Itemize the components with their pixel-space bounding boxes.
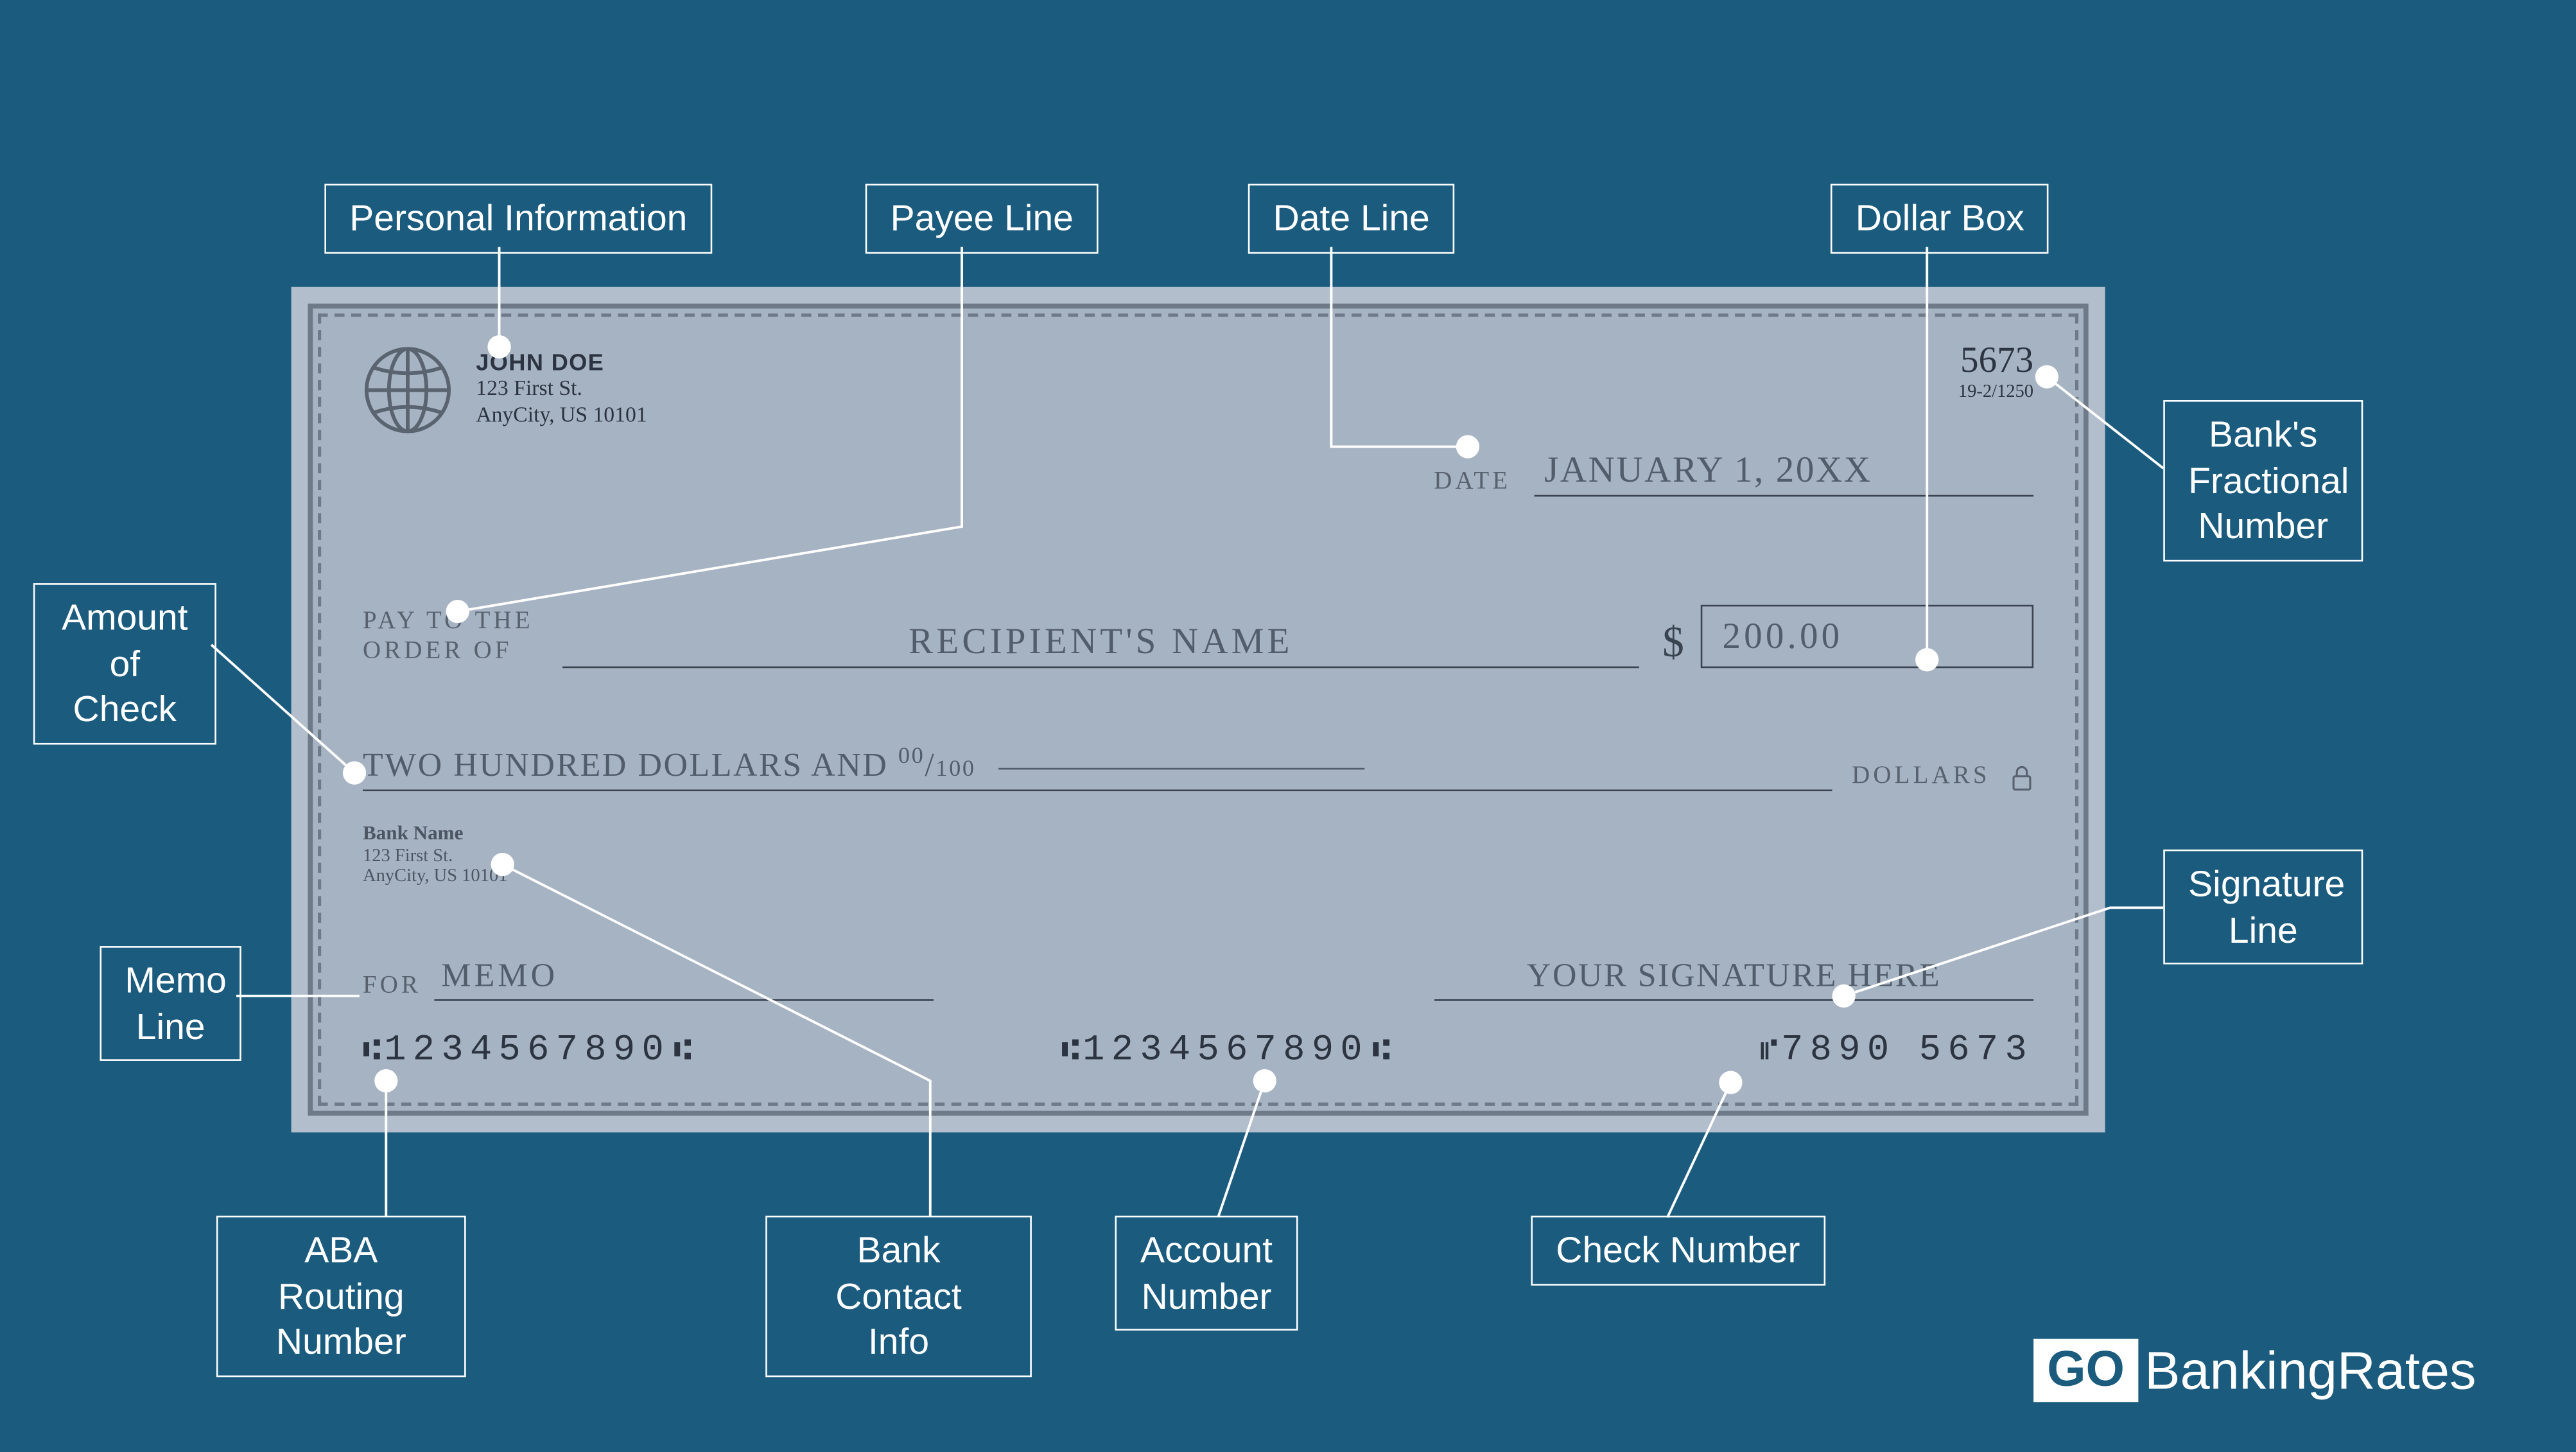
micr-routing: 1234567890 [363, 1029, 692, 1071]
check-number-value: 5673 [1958, 338, 2033, 381]
memo-label: FOR [363, 972, 421, 1001]
label-date-line: Date Line [1248, 184, 1455, 253]
check-number-block: 5673 19-2/1250 [1958, 338, 2033, 401]
payto-label-line1: PAY TO THE [363, 607, 534, 633]
globe-icon [363, 345, 453, 435]
payto-label-line2: ORDER OF [363, 638, 512, 665]
payto-row: PAY TO THE ORDER OF RECIPIENT'S NAME $ 2… [363, 604, 2033, 667]
micr-account: 1234567890 [1061, 1029, 1390, 1071]
micr-routing-value: 123456789 [384, 1029, 641, 1071]
micr-checknum: 7890 5673 [1760, 1029, 2033, 1071]
bank-street: 123 First St. [363, 846, 507, 866]
label-personal-info: Personal Information [324, 184, 712, 253]
amount-words-text: TWO HUNDRED DOLLARS AND [363, 747, 888, 783]
account-holder-name: JOHN DOE [476, 348, 647, 374]
account-holder-citystate: AnyCity, US 10101 [476, 401, 647, 428]
payee-name: RECIPIENT'S NAME [562, 620, 1639, 668]
date-value: JANUARY 1, 20XX [1535, 448, 2034, 496]
label-memo-line: MemoLine [100, 946, 241, 1061]
brand-logo: GOBankingRates [2033, 1338, 2476, 1401]
personal-info-block: JOHN DOE 123 First St. AnyCity, US 10101 [476, 348, 647, 428]
signature-value: YOUR SIGNATURE HERE [1434, 958, 2033, 1001]
fractional-number-value: 19-2/1250 [1958, 381, 2033, 401]
logo-rest: BankingRates [2145, 1340, 2476, 1401]
payto-label: PAY TO THE ORDER OF [363, 606, 562, 668]
memo-value: MEMO [435, 958, 934, 1001]
amount-words: TWO HUNDRED DOLLARS AND 00/100 [363, 744, 1832, 791]
bank-name: Bank Name [363, 821, 507, 846]
dollars-label: DOLLARS [1852, 762, 1990, 791]
check-outer: JOHN DOE 123 First St. AnyCity, US 10101… [292, 286, 2105, 1132]
check-inner: JOHN DOE 123 First St. AnyCity, US 10101… [333, 328, 2063, 1090]
date-row: DATE JANUARY 1, 20XX [1434, 448, 2033, 496]
micr-checknum-b: 5673 [1919, 1029, 2033, 1071]
account-holder-street: 123 First St. [476, 375, 647, 401]
check-border: JOHN DOE 123 First St. AnyCity, US 10101… [308, 303, 2088, 1115]
label-signature-line: SignatureLine [2163, 849, 2363, 964]
bank-citystate: AnyCity, US 10101 [363, 866, 507, 886]
label-dollar-box: Dollar Box [1831, 184, 2049, 253]
label-bank-fractional: Bank'sFractionalNumber [2163, 400, 2363, 561]
label-account-number: AccountNumber [1115, 1215, 1298, 1330]
stage: JOHN DOE 123 First St. AnyCity, US 10101… [0, 1, 2576, 1452]
amount-words-row: TWO HUNDRED DOLLARS AND 00/100 DOLLARS [363, 744, 2033, 791]
micr-checknum-a: 7890 [1781, 1029, 1895, 1071]
bank-info-block: Bank Name 123 First St. AnyCity, US 1010… [363, 821, 507, 886]
label-check-number: Check Number [1531, 1215, 1825, 1284]
label-bank-contact: Bank ContactInfo [765, 1215, 1032, 1376]
micr-row: 1234567890 1234567890 7890 5673 [363, 1029, 2033, 1071]
logo-box: GO [2033, 1338, 2137, 1401]
date-label: DATE [1434, 468, 1511, 496]
cents-denominator: 100 [936, 757, 975, 782]
label-aba-routing: ABA RoutingNumber [216, 1215, 466, 1376]
dollar-box-value: 200.00 [1701, 604, 2033, 667]
label-payee-line: Payee Line [866, 184, 1099, 253]
memo-row: FOR MEMO [363, 958, 934, 1001]
amount-dash [999, 767, 1365, 769]
dollar-sign: $ [1639, 618, 1701, 668]
micr-account-value: 123456789 [1083, 1029, 1340, 1071]
label-amount-check: Amountof Check [33, 583, 216, 744]
cents-numerator: 00 [898, 744, 925, 769]
lock-icon [2010, 764, 2033, 790]
